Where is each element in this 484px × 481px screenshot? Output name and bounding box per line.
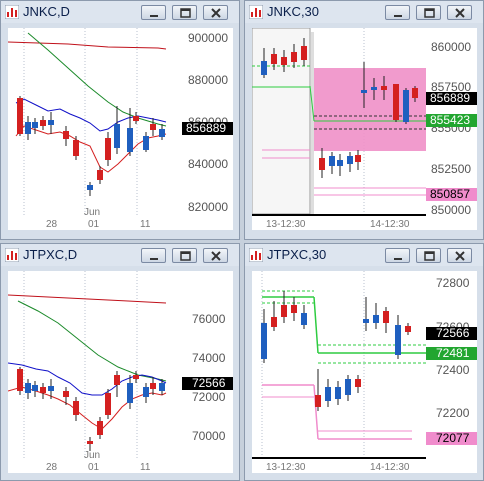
ma-mid-line — [27, 32, 167, 127]
ma-long-line — [7, 294, 167, 304]
chart-plot-area[interactable]: 28 01 11 Jun — [7, 271, 182, 473]
y-tick: 860000 — [431, 40, 471, 54]
y-tick: 72800 — [436, 276, 470, 290]
chart-app-icon — [4, 247, 20, 263]
price-tag — [426, 432, 477, 445]
price-tag-text: 72077 — [436, 431, 470, 445]
price-tag-text: 856889 — [186, 121, 226, 135]
price-axis[interactable]: 860000 857500 855000 852500 850000 85688… — [426, 28, 477, 230]
chart-app-icon — [4, 4, 20, 20]
y-tick: 852500 — [431, 162, 471, 176]
x-label: 14-12:30 — [370, 219, 410, 230]
band-upper-line — [15, 98, 167, 132]
window-title: JNKC,D — [23, 4, 70, 19]
window-titlebar[interactable]: JNKC,30 — [245, 1, 483, 23]
minimize-button[interactable] — [385, 248, 410, 263]
candles — [17, 367, 165, 451]
chart-plot-area[interactable]: 13-12:30 14-12:30 — [251, 27, 426, 230]
window-title: JTPXC,D — [23, 247, 78, 262]
chart-app-icon — [248, 247, 264, 263]
maximize-button[interactable] — [416, 248, 441, 263]
x-label: 01 — [88, 219, 100, 230]
chart-plot-area[interactable]: 28 01 11 Jun — [7, 28, 182, 230]
x-sub-label: Jun — [84, 450, 100, 461]
y-tick: 70000 — [192, 429, 226, 443]
y-tick: 850000 — [431, 203, 471, 217]
window-titlebar[interactable]: JTPXC,30 — [245, 244, 483, 266]
price-tag-text: 855423 — [430, 113, 470, 127]
price-tag — [182, 377, 233, 390]
chart-window-jtpxc-30min[interactable]: JTPXC,30 — [244, 243, 484, 481]
candles — [17, 96, 165, 196]
y-tick: 74000 — [192, 351, 226, 365]
x-label: 28 — [46, 219, 58, 230]
ma-mid-line — [17, 300, 167, 382]
y-tick: 72200 — [436, 406, 470, 420]
maximize-button[interactable] — [172, 248, 197, 263]
price-tag-text: 72481 — [436, 346, 470, 360]
window-titlebar[interactable]: JTPXC,D — [1, 244, 239, 266]
x-label: 01 — [88, 462, 100, 473]
price-axis[interactable]: 72800 72600 72400 72200 72566 72481 7207… — [426, 271, 477, 473]
chart-plot-area[interactable]: 13-12:30 14-12:30 — [252, 271, 426, 473]
price-tag — [426, 327, 477, 340]
price-tag — [426, 188, 477, 201]
candles — [261, 291, 411, 411]
supply-zone — [314, 68, 426, 151]
maximize-button[interactable] — [416, 5, 441, 20]
price-axis[interactable]: 76000 74000 72000 70000 72566 — [182, 271, 233, 473]
maximize-button[interactable] — [172, 5, 197, 20]
window-title: JTPXC,30 — [267, 247, 327, 262]
x-label: 28 — [46, 462, 58, 473]
x-label: 13-12:30 — [266, 219, 306, 230]
y-tick: 880000 — [188, 73, 228, 87]
chart-app-icon — [248, 4, 264, 20]
ma-long-line — [7, 41, 167, 50]
close-button[interactable] — [447, 5, 472, 20]
price-tag-text: 72566 — [436, 326, 470, 340]
price-tag-text: 850857 — [430, 187, 470, 201]
x-sub-label: Jun — [84, 207, 100, 218]
band-lower-line — [7, 386, 167, 430]
minimize-button[interactable] — [385, 5, 410, 20]
chart-window-jnkc-30min[interactable]: JNKC,30 — [244, 0, 484, 240]
y-tick: 900000 — [188, 31, 228, 45]
window-title: JNKC,30 — [267, 4, 320, 19]
close-button[interactable] — [447, 248, 472, 263]
price-tag — [182, 122, 233, 135]
price-tag-text: 856889 — [430, 91, 470, 105]
y-tick: 72000 — [192, 390, 226, 404]
price-axis[interactable]: 900000 880000 860000 840000 820000 85688… — [182, 28, 233, 230]
chart-window-jnkc-daily[interactable]: JNKC,D — [0, 0, 240, 240]
y-tick: 72400 — [436, 363, 470, 377]
close-button[interactable] — [203, 5, 228, 20]
x-label: 13-12:30 — [266, 462, 306, 473]
candles — [261, 38, 418, 178]
y-tick: 857500 — [431, 80, 471, 94]
minimize-button[interactable] — [141, 5, 166, 20]
x-label: 11 — [140, 462, 151, 473]
price-tag — [426, 114, 477, 127]
x-label: 11 — [140, 219, 151, 230]
price-tag — [426, 92, 477, 105]
y-tick: 76000 — [192, 312, 226, 326]
price-tag-text: 72566 — [192, 376, 226, 390]
minimize-button[interactable] — [141, 248, 166, 263]
chart-window-jtpxc-daily[interactable]: JTPXC,D — [0, 243, 240, 481]
y-tick: 820000 — [188, 200, 228, 214]
price-tag — [426, 347, 477, 360]
window-titlebar[interactable]: JNKC,D — [1, 1, 239, 23]
x-label: 14-12:30 — [370, 462, 410, 473]
close-button[interactable] — [203, 248, 228, 263]
y-tick: 840000 — [188, 157, 228, 171]
band-upper-line — [7, 362, 167, 396]
